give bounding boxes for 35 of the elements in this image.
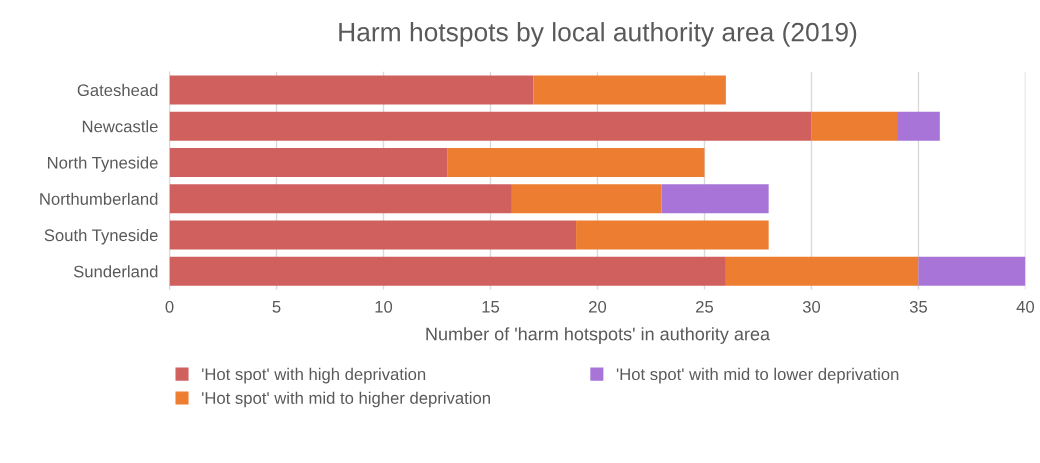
bar	[918, 256, 1026, 286]
y-tick-label: Newcastle	[82, 120, 158, 133]
bar	[169, 256, 726, 286]
bar	[661, 184, 769, 214]
x-tick-label: 25	[696, 300, 714, 313]
x-tick-label: 0	[165, 300, 174, 313]
bar	[447, 147, 705, 177]
x-tick-label: 40	[1016, 300, 1035, 313]
y-tick-label: North Tyneside	[47, 156, 158, 172]
bar	[576, 220, 769, 250]
x-tick-label: 30	[802, 300, 821, 313]
bar	[169, 75, 534, 105]
bar	[897, 111, 940, 141]
y-tick-label: Gateshead	[77, 83, 158, 97]
x-tick-label: 10	[375, 300, 393, 313]
x-tick-label: 35	[909, 300, 928, 313]
y-tick-label: Northumberland	[40, 192, 158, 205]
bar	[169, 111, 812, 141]
bar	[169, 184, 512, 214]
x-axis-title: Number of 'harm hotspots' in authority area	[426, 327, 771, 344]
bar	[169, 147, 448, 177]
x-tick-label: 5	[272, 301, 281, 313]
bar	[811, 111, 898, 141]
chart-title: Harm hotspots by local authority area (2019)	[339, 22, 857, 47]
y-tick-label: South Tyneside	[44, 228, 158, 245]
y-tick-label: Sunderland	[73, 265, 158, 278]
bar	[169, 220, 577, 250]
legend-label: 'Hot spot' with mid to higher deprivation	[202, 391, 490, 408]
legend-label: 'Hot spot' with mid to lower deprivation	[616, 367, 899, 384]
bar	[725, 256, 919, 286]
bar	[511, 184, 662, 214]
x-tick-label: 15	[482, 301, 500, 313]
x-tick-label: 20	[589, 300, 607, 313]
bar	[533, 75, 726, 105]
legend-label: 'Hot spot' with high deprivation	[202, 367, 426, 384]
